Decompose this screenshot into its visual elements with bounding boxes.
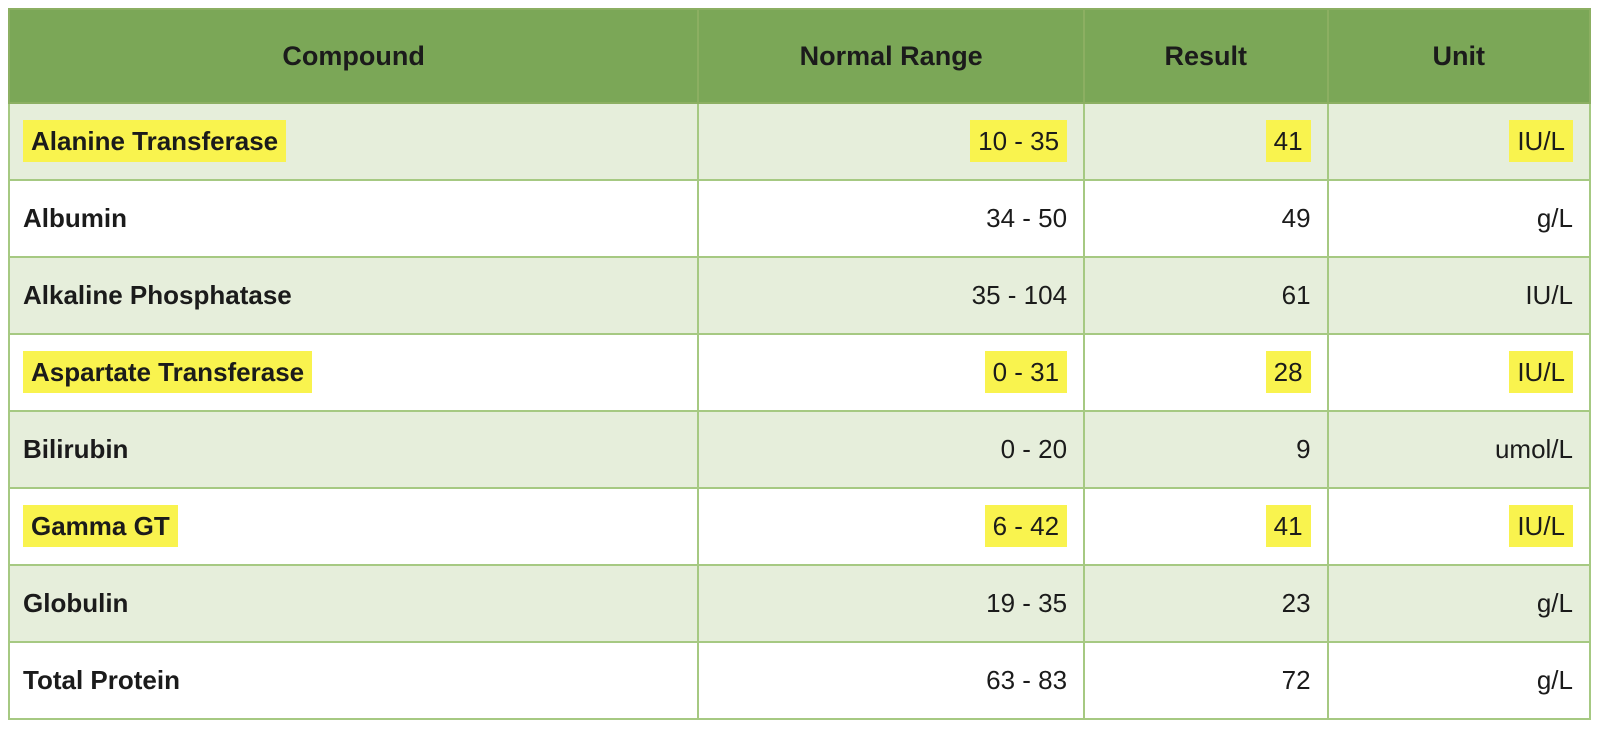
compound-cell: Alkaline Phosphatase xyxy=(7,256,700,335)
normal-range-cell: 0 - 20 xyxy=(697,410,1086,489)
normal-range-cell: 63 - 83 xyxy=(697,641,1086,720)
highlighted-value: 6 - 42 xyxy=(984,505,1068,547)
cell-value: 19 - 35 xyxy=(986,588,1068,618)
compound-cell: Aspartate Transferase xyxy=(7,333,700,412)
highlighted-value: IU/L xyxy=(1509,505,1573,547)
compound-cell: Globulin xyxy=(7,564,700,643)
cell-value: g/L xyxy=(1536,588,1573,618)
normal-range-cell: 19 - 35 xyxy=(697,564,1086,643)
cell-value: g/L xyxy=(1536,665,1573,695)
column-header-normal-range: Normal Range xyxy=(697,8,1086,104)
highlighted-value: Alanine Transferase xyxy=(23,120,287,162)
cell-value: g/L xyxy=(1536,203,1573,233)
result-cell: 41 xyxy=(1083,102,1329,181)
table-row: Bilirubin 0 - 20 9 umol/L xyxy=(7,410,1592,489)
highlighted-value: IU/L xyxy=(1509,120,1573,162)
cell-value: 49 xyxy=(1281,203,1311,233)
compound-cell: Alanine Transferase xyxy=(7,102,700,181)
unit-cell: g/L xyxy=(1326,179,1592,258)
result-cell: 72 xyxy=(1083,641,1329,720)
column-header-compound: Compound xyxy=(7,8,700,104)
highlighted-value: 41 xyxy=(1265,120,1311,162)
highlighted-value: 0 - 31 xyxy=(984,351,1068,393)
cell-value: 63 - 83 xyxy=(986,665,1068,695)
unit-cell: IU/L xyxy=(1326,102,1592,181)
table-row: Globulin 19 - 35 23 g/L xyxy=(7,564,1592,643)
highlighted-value: 41 xyxy=(1265,505,1311,547)
unit-cell: IU/L xyxy=(1326,487,1592,566)
cell-value: Bilirubin xyxy=(23,434,129,464)
table-row: Alanine Transferase 10 - 35 41 IU/L xyxy=(7,102,1592,181)
lab-report-page: Compound Normal Range Result Unit Alanin… xyxy=(7,8,1592,720)
cell-value: 35 - 104 xyxy=(971,280,1068,310)
cell-value: Alkaline Phosphatase xyxy=(23,280,292,310)
cell-value: Albumin xyxy=(23,203,127,233)
table-row: Albumin 34 - 50 49 g/L xyxy=(7,179,1592,258)
cell-value: 72 xyxy=(1281,665,1311,695)
compound-cell: Total Protein xyxy=(7,641,700,720)
cell-value: IU/L xyxy=(1525,280,1573,310)
normal-range-cell: 0 - 31 xyxy=(697,333,1086,412)
compound-cell: Bilirubin xyxy=(7,410,700,489)
highlighted-value: 28 xyxy=(1265,351,1311,393)
table-row: Aspartate Transferase 0 - 31 28 IU/L xyxy=(7,333,1592,412)
cell-value: 23 xyxy=(1281,588,1311,618)
compound-cell: Albumin xyxy=(7,179,700,258)
result-cell: 28 xyxy=(1083,333,1329,412)
unit-cell: g/L xyxy=(1326,564,1592,643)
unit-cell: g/L xyxy=(1326,641,1592,720)
normal-range-cell: 35 - 104 xyxy=(697,256,1086,335)
cell-value: umol/L xyxy=(1494,434,1573,464)
cell-value: Globulin xyxy=(23,588,129,618)
highlighted-value: Aspartate Transferase xyxy=(23,351,313,393)
cell-value: 61 xyxy=(1281,280,1311,310)
lab-results-table: Compound Normal Range Result Unit Alanin… xyxy=(7,8,1592,720)
header-row: Compound Normal Range Result Unit xyxy=(7,8,1592,104)
table-body: Alanine Transferase 10 - 35 41 IU/L Albumin 3… xyxy=(7,102,1592,720)
table-row: Alkaline Phosphatase 35 - 104 61 IU/L xyxy=(7,256,1592,335)
result-cell: 23 xyxy=(1083,564,1329,643)
result-cell: 61 xyxy=(1083,256,1329,335)
cell-value: 9 xyxy=(1296,434,1311,464)
normal-range-cell: 6 - 42 xyxy=(697,487,1086,566)
highlighted-value: Gamma GT xyxy=(23,505,178,547)
unit-cell: umol/L xyxy=(1326,410,1592,489)
result-cell: 49 xyxy=(1083,179,1329,258)
unit-cell: IU/L xyxy=(1326,333,1592,412)
highlighted-value: IU/L xyxy=(1509,351,1573,393)
cell-value: 34 - 50 xyxy=(986,203,1068,233)
column-header-result: Result xyxy=(1083,8,1329,104)
table-row: Total Protein 63 - 83 72 g/L xyxy=(7,641,1592,720)
unit-cell: IU/L xyxy=(1326,256,1592,335)
result-cell: 41 xyxy=(1083,487,1329,566)
normal-range-cell: 10 - 35 xyxy=(697,102,1086,181)
cell-value: Total Protein xyxy=(23,665,180,695)
column-header-unit: Unit xyxy=(1326,8,1592,104)
highlighted-value: 10 - 35 xyxy=(970,120,1068,162)
normal-range-cell: 34 - 50 xyxy=(697,179,1086,258)
cell-value: 0 - 20 xyxy=(1000,434,1068,464)
result-cell: 9 xyxy=(1083,410,1329,489)
compound-cell: Gamma GT xyxy=(7,487,700,566)
table-header: Compound Normal Range Result Unit xyxy=(7,8,1592,104)
table-row: Gamma GT 6 - 42 41 IU/L xyxy=(7,487,1592,566)
